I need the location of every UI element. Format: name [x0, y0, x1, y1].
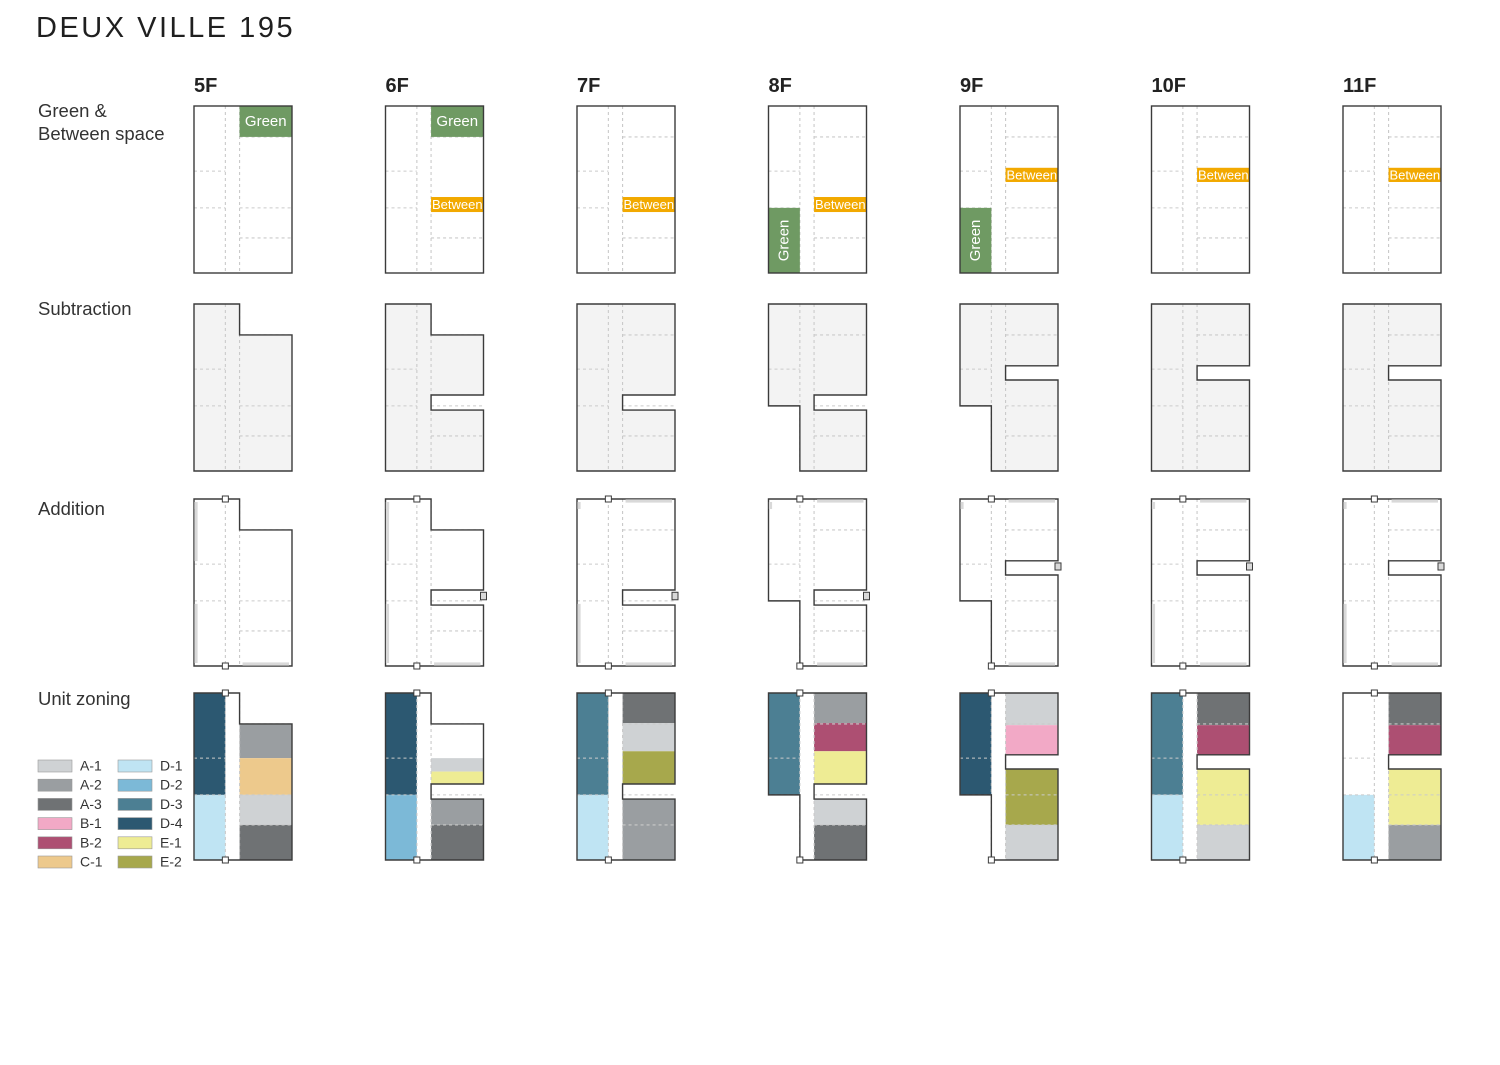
- svg-text:Green: Green: [436, 113, 478, 130]
- svg-text:8F: 8F: [769, 75, 792, 97]
- svg-text:Green &: Green &: [38, 100, 108, 121]
- svg-text:11F: 11F: [1343, 75, 1376, 97]
- svg-text:Between: Between: [1006, 167, 1057, 182]
- svg-text:B-1: B-1: [80, 815, 102, 831]
- svg-text:D-1: D-1: [160, 758, 183, 774]
- svg-text:Green: Green: [245, 113, 287, 130]
- svg-text:D-3: D-3: [160, 796, 183, 812]
- svg-text:Between: Between: [623, 197, 674, 212]
- svg-text:Addition: Addition: [38, 498, 105, 519]
- svg-text:Green: Green: [967, 220, 984, 262]
- svg-text:B-2: B-2: [80, 834, 102, 850]
- svg-text:C-1: C-1: [80, 854, 103, 870]
- svg-text:Between space: Between space: [38, 123, 165, 144]
- svg-text:D-4: D-4: [160, 815, 183, 831]
- svg-text:7F: 7F: [577, 75, 600, 97]
- svg-text:Green: Green: [776, 220, 793, 262]
- svg-text:A-1: A-1: [80, 758, 102, 774]
- svg-text:Subtraction: Subtraction: [38, 298, 132, 319]
- svg-text:Between: Between: [1389, 167, 1440, 182]
- svg-text:10F: 10F: [1152, 75, 1186, 97]
- svg-text:A-2: A-2: [80, 777, 102, 793]
- svg-text:E-1: E-1: [160, 834, 182, 850]
- svg-text:9F: 9F: [960, 75, 983, 97]
- svg-text:Unit zoning: Unit zoning: [38, 688, 131, 709]
- svg-text:6F: 6F: [386, 75, 409, 97]
- svg-text:Between: Between: [1198, 167, 1249, 182]
- svg-text:D-2: D-2: [160, 777, 183, 793]
- svg-text:Between: Between: [815, 197, 866, 212]
- svg-text:E-2: E-2: [160, 854, 182, 870]
- svg-text:Between: Between: [432, 197, 483, 212]
- svg-text:A-3: A-3: [80, 796, 102, 812]
- svg-text:5F: 5F: [194, 75, 217, 97]
